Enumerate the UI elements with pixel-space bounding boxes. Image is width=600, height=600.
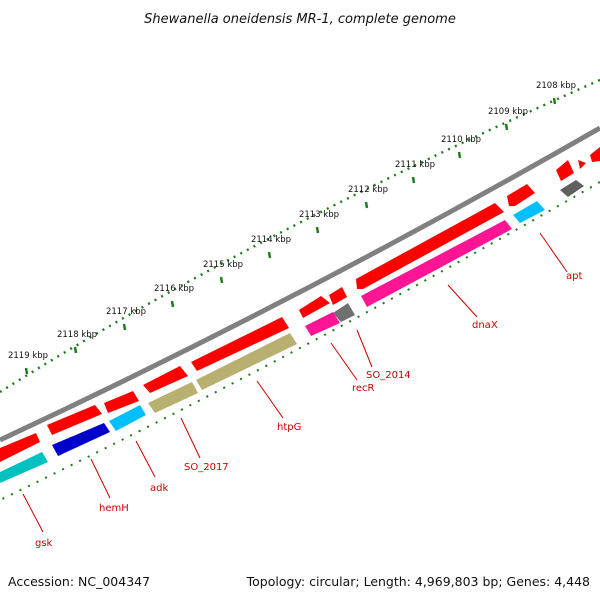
callout-line [447, 284, 478, 318]
ruler-tick-label: 2110 kbp [441, 135, 481, 145]
callout-line [180, 417, 201, 459]
gene-htpG[interactable] [196, 333, 297, 390]
ruler-tick-label: 2117 kbp [106, 307, 146, 317]
gene-callouts: apt dnaX SO_2014 recR htpG SO_2017 adk h… [22, 232, 582, 549]
cds-arrow[interactable] [356, 203, 504, 289]
callout-line [135, 440, 156, 478]
ruler-major-tick [73, 346, 78, 354]
genome-backbone [0, 125, 600, 443]
cds-arrow[interactable] [191, 317, 289, 371]
cds-arrow[interactable] [560, 180, 584, 197]
cds-arrow[interactable] [507, 184, 535, 206]
ruler-major-tick [411, 176, 416, 184]
cds-arrow[interactable] [47, 405, 102, 435]
gene-apt[interactable] [513, 201, 545, 223]
cds-arrow[interactable] [143, 366, 188, 393]
gene-label-htpG: htpG [277, 422, 301, 433]
cds-arrow[interactable] [590, 147, 600, 162]
gene-label-dnaX: dnaX [472, 320, 498, 331]
gene-label-SO_2017: SO_2017 [184, 462, 229, 473]
ruler-tick-label: 2111 kbp [395, 160, 435, 170]
ruler-major-tick [267, 251, 272, 259]
ruler-major-tick [457, 151, 462, 159]
genome-summary-text: Topology: circular; Length: 4,969,803 bp… [246, 574, 590, 589]
ruler-major-tick [552, 97, 557, 105]
ruler-tick-label: 2109 kbp [488, 107, 528, 117]
gene-label-hemH: hemH [99, 503, 129, 514]
ruler-tick-label: 2114 kbp [251, 235, 291, 245]
gene-label-apt: apt [566, 271, 582, 282]
inner-dotted-track [0, 181, 600, 501]
ruler-major-tick [504, 123, 509, 131]
ruler-major-tick [24, 367, 29, 375]
cds-arrow[interactable] [329, 287, 347, 305]
ruler-major-tick [315, 226, 320, 234]
ruler-major-tick [364, 201, 369, 209]
ruler-tick-label: 2119 kbp [8, 351, 48, 361]
gene-label-adk: adk [150, 483, 168, 494]
gene-dnaX[interactable] [361, 220, 512, 307]
ruler-tick-label: 2108 kbp [536, 81, 576, 91]
ruler-dotted-track [0, 78, 600, 394]
kbp-ruler: 2108 kbp 2109 kbp 2110 kbp 2111 kbp 2112 kbp… [0, 78, 600, 394]
cds-arrow[interactable] [104, 391, 139, 413]
gene-label-recR: recR [352, 383, 375, 394]
ruler-major-tick [219, 276, 224, 284]
ruler-major-tick [122, 323, 127, 331]
gene-features [0, 147, 600, 483]
callout-line [256, 380, 284, 419]
cds-arrow[interactable] [578, 160, 586, 169]
gene-recR[interactable] [305, 312, 340, 336]
map-title: Shewanella oneidensis MR-1, complete gen… [144, 12, 456, 27]
ruler-tick-label: 2115 kbp [203, 260, 243, 270]
gene-gsk[interactable] [0, 452, 48, 483]
cds-arrow[interactable] [299, 296, 330, 318]
callout-line [90, 458, 111, 499]
callout-line [356, 329, 373, 368]
ruler-tick-label: 2116 kbp [154, 284, 194, 294]
gene-adk[interactable] [109, 405, 146, 431]
ruler-tick-label: 2118 kbp [57, 330, 97, 340]
ruler-tick-label: 2112 kbp [348, 185, 388, 195]
gene-hemH[interactable] [52, 423, 110, 456]
callout-line [22, 493, 44, 533]
ruler-major-tick [170, 300, 175, 308]
cds-arrow[interactable] [0, 433, 40, 462]
gene-SO_2017[interactable] [148, 382, 198, 413]
callout-line [330, 342, 358, 381]
ruler-tick-label: 2113 kbp [299, 210, 339, 220]
cds-arrow[interactable] [556, 160, 574, 181]
gene-label-SO_2014: SO_2014 [366, 370, 411, 381]
callout-line [539, 232, 568, 273]
gene-label-gsk: gsk [35, 538, 53, 549]
gene-SO_2014[interactable] [333, 303, 355, 322]
accession-text: Accession: NC_004347 [8, 574, 150, 589]
